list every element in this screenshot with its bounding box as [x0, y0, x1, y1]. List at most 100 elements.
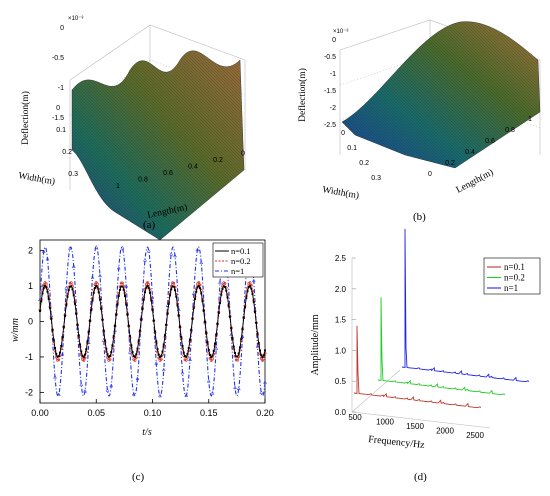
y-tick-label: 0 [56, 105, 60, 112]
data-point [45, 256, 50, 261]
z-tick-label: -2.5 [324, 122, 336, 129]
z-tick-label: 1.0 [335, 346, 347, 355]
y-tick-label: 0 [341, 130, 345, 137]
data-point [242, 316, 245, 319]
series-line-n=0.1 [39, 285, 266, 358]
x-tick-label: 0.00 [31, 408, 49, 418]
z-tick-label: -1 [330, 71, 336, 78]
data-point [47, 297, 50, 300]
data-point [184, 355, 186, 358]
data-point [190, 328, 193, 331]
data-point [57, 358, 61, 362]
data-point [240, 337, 243, 340]
x-tick-label: 0.05 [87, 408, 105, 418]
data-point [87, 330, 90, 333]
data-point [210, 355, 213, 358]
z-tick-label: -0.5 [324, 54, 336, 61]
data-point [221, 287, 224, 290]
data-point [65, 304, 68, 307]
data-point [119, 281, 123, 285]
data-point [156, 348, 159, 351]
z-tick-label: 0.5 [335, 377, 347, 386]
data-point [214, 346, 219, 350]
data-point [232, 345, 235, 348]
x-tick-label: 1 [116, 183, 120, 190]
data-point [227, 305, 230, 308]
panel-c-series [38, 244, 267, 398]
data-point [205, 331, 208, 334]
data-point [96, 282, 99, 286]
panel-b-z-label: Deflection(m) [297, 68, 308, 122]
data-point [50, 317, 53, 320]
data-point [155, 340, 158, 343]
y-tick-label: 1 [28, 281, 33, 291]
panel-b-box [339, 19, 541, 155]
data-point [177, 314, 180, 317]
y-tick-label: -1 [25, 352, 33, 362]
data-point [52, 338, 55, 341]
data-point [143, 257, 147, 262]
data-point [100, 308, 103, 311]
data-point [251, 293, 254, 296]
x-tick-label: 0.8 [138, 177, 148, 184]
data-point [211, 354, 214, 357]
data-point [105, 388, 110, 392]
data-point [262, 354, 265, 357]
data-point [94, 244, 99, 249]
data-point [214, 342, 216, 345]
data-point [89, 319, 91, 322]
panel-c-y-ticks: 2 1 0 -1 -2 [25, 246, 44, 397]
data-point [75, 312, 78, 315]
x-tick-label: 2500 [466, 431, 484, 440]
panel-b: 0-0.5-1-1.5-2-2.5 ×10⁻³ Deflection(m) 00… [297, 19, 541, 223]
x-tick-label: 0.4 [465, 149, 475, 156]
panel-d-box [351, 258, 491, 429]
data-point [210, 390, 215, 395]
data-point [56, 355, 59, 358]
data-point [161, 367, 166, 372]
data-point [184, 358, 188, 362]
data-point [81, 354, 84, 357]
data-point [40, 300, 43, 303]
y-tick-label: 2 [28, 246, 33, 256]
data-point [95, 285, 98, 288]
panel-d-z-label: Amplitude/mm [310, 314, 321, 375]
data-point [80, 350, 83, 353]
z-tick-label: 0 [60, 25, 64, 32]
data-point [198, 283, 202, 287]
data-point [204, 320, 206, 323]
data-point [167, 302, 170, 305]
data-point [244, 306, 246, 309]
x-tick-label: 0.2 [445, 160, 455, 167]
panel-c-y-label: w/mm [10, 318, 21, 342]
data-point [69, 285, 71, 288]
data-point [224, 285, 226, 288]
data-point [114, 324, 116, 327]
data-point [170, 288, 173, 291]
data-point [144, 291, 146, 294]
data-point [208, 356, 212, 360]
data-point [261, 359, 264, 362]
data-point [121, 285, 124, 288]
data-point [226, 296, 229, 299]
data-point [55, 352, 58, 355]
data-point [82, 355, 85, 358]
data-point [251, 278, 256, 283]
x-tick-label: 0 [428, 171, 432, 178]
data-point [195, 247, 200, 252]
data-point [106, 353, 109, 356]
data-point [219, 301, 221, 304]
data-point [46, 290, 49, 293]
data-point [125, 303, 128, 306]
data-point [180, 336, 183, 339]
data-point [56, 392, 61, 396]
data-point [176, 304, 179, 307]
panel-c-x-label: t/s [142, 427, 152, 438]
data-point [188, 357, 192, 362]
spectrum-line-n=0.2 [377, 297, 505, 396]
data-point [59, 351, 61, 354]
data-point [82, 359, 86, 362]
data-point [128, 350, 132, 354]
data-point [131, 351, 134, 354]
